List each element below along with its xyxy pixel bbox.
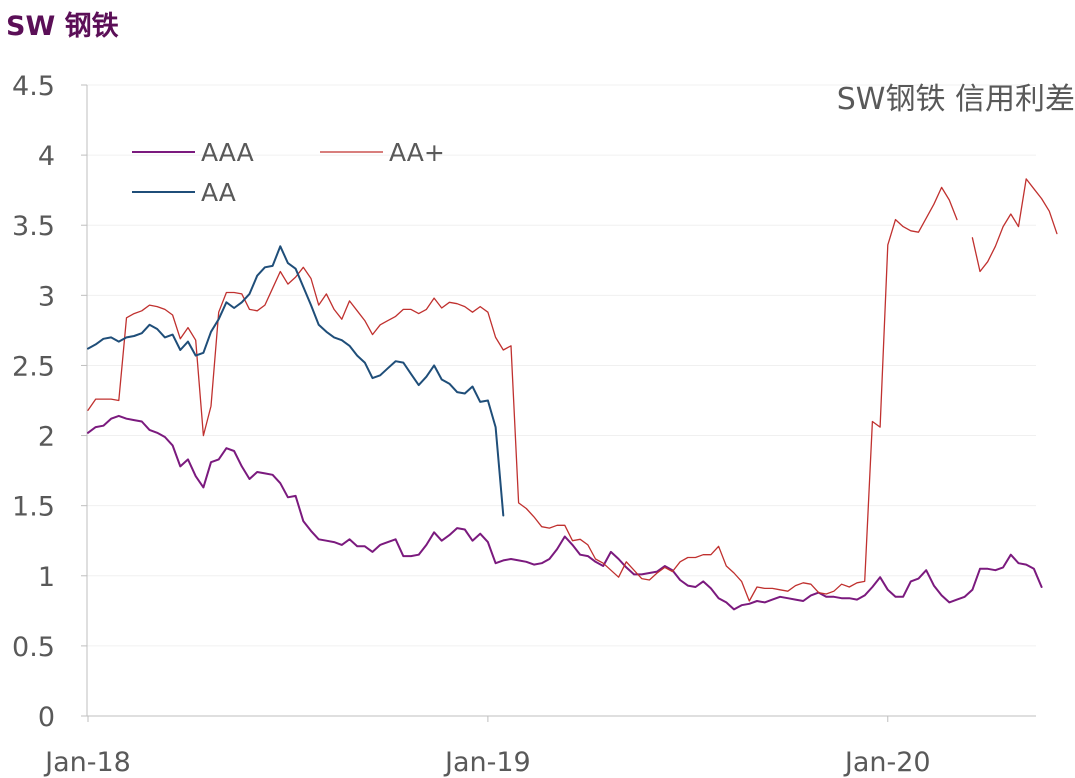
gridlines — [87, 84, 1036, 647]
ytick-label-9: 4.5 — [12, 71, 55, 102]
series-lines — [87, 178, 1058, 611]
legend-label-aa: AA — [201, 178, 236, 207]
page-title: SW 钢铁 — [6, 11, 119, 42]
xtick-label-0: Jan-18 — [43, 747, 131, 778]
ytick-label-0: 0 — [38, 702, 55, 733]
ytick-label-1: 0.5 — [12, 632, 55, 663]
ytick-label-3: 1.5 — [12, 492, 55, 523]
ytick-label-6: 3 — [38, 281, 55, 312]
ytick-label-5: 2.5 — [12, 351, 55, 382]
legend-label-aaplus: AA+ — [389, 138, 445, 167]
series-line-aaplus-seg0 — [87, 186, 958, 602]
ytick-label-8: 4 — [38, 141, 55, 172]
legend-label-aaa: AAA — [201, 138, 254, 167]
axes — [81, 84, 1036, 722]
xtick-label-1: Jan-19 — [443, 747, 531, 778]
xtick-label-2: Jan-20 — [843, 747, 931, 778]
chart-title: SW钢铁 信用利差 — [837, 82, 1075, 117]
x-tick-labels: Jan-18 Jan-19 Jan-20 — [43, 747, 930, 778]
series-line-aaplus-seg1 — [971, 178, 1058, 273]
ytick-label-2: 1 — [38, 562, 55, 593]
ytick-label-7: 3.5 — [12, 211, 55, 242]
series-line-aa — [87, 245, 505, 517]
y-tick-labels: 0 0.5 1 1.5 2 2.5 3 3.5 4 4.5 — [12, 71, 55, 733]
legend: AAA AA+ AA — [132, 138, 445, 207]
ytick-label-4: 2 — [38, 422, 55, 453]
series-line-aaa — [87, 414, 1043, 611]
